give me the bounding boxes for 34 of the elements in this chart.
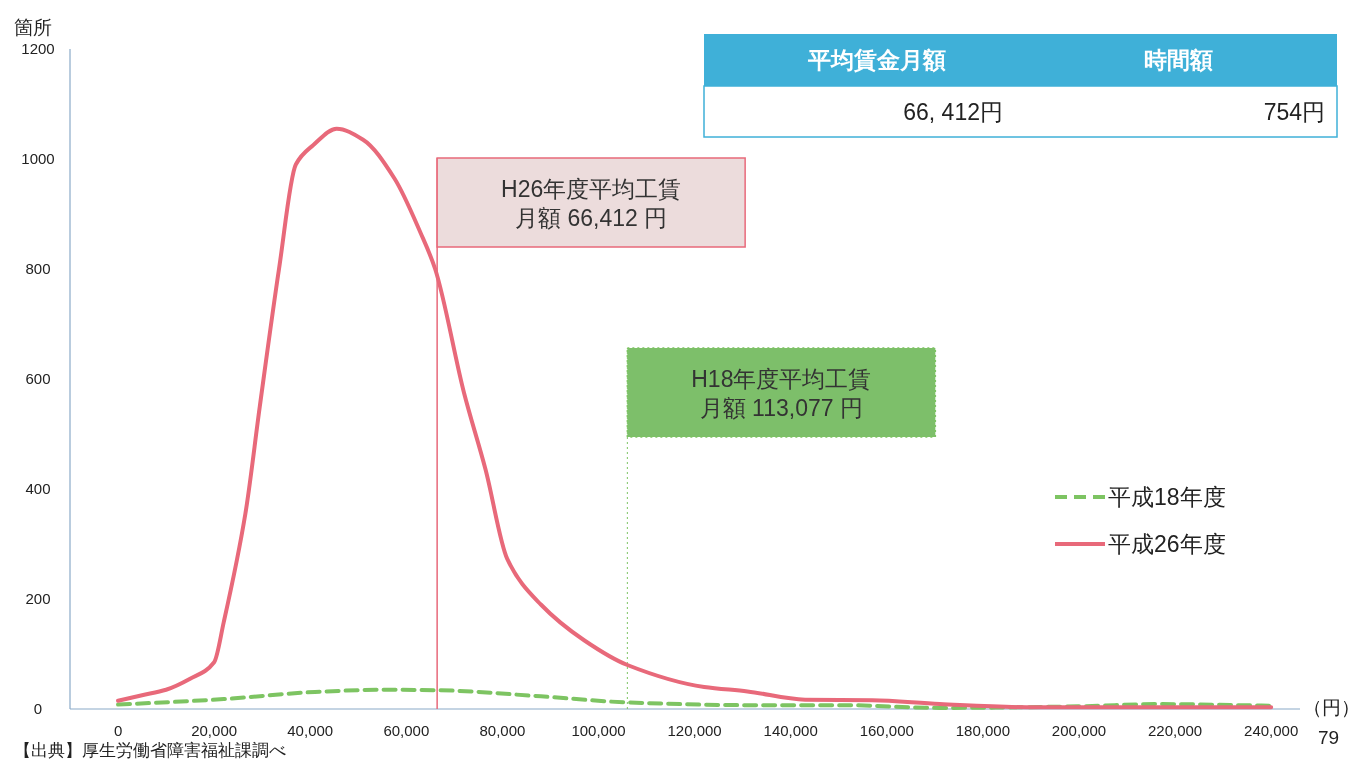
- y-tick-label: 1200: [21, 40, 55, 57]
- x-tick-label: 180,000: [955, 722, 1011, 739]
- annotation: 平均賃金月額: [807, 47, 946, 73]
- x-tick-label: 220,000: [1147, 722, 1203, 739]
- x-tick-label: 140,000: [763, 722, 818, 739]
- x-tick-label: 60,000: [383, 722, 430, 739]
- y-tick-label: 800: [25, 260, 51, 277]
- y-tick-label: 1000: [21, 150, 55, 167]
- annotation: H26年度平均工賃: [501, 175, 682, 202]
- legend-label: 平成26年度: [1108, 531, 1226, 557]
- x-tick-label: 200,000: [1051, 722, 1107, 739]
- y-tick-label: 0: [33, 700, 43, 717]
- annotation: H18年度平均工賃: [691, 365, 872, 392]
- annotation: 月額 66,412 円: [515, 204, 668, 231]
- y-tick-label: 400: [25, 480, 51, 497]
- x-tick-label: 0: [113, 722, 123, 739]
- annotation: 754円: [1263, 99, 1325, 125]
- y-tick-label: 200: [25, 590, 51, 607]
- x-tick-label: 100,000: [571, 722, 626, 739]
- x-tick-label: 120,000: [667, 722, 722, 739]
- annotation: 月額 113,077 円: [699, 394, 863, 421]
- legend-label: 平成18年度: [1108, 484, 1226, 510]
- x-tick-label: 20,000: [191, 722, 238, 739]
- y-tick-label: 600: [25, 370, 51, 387]
- text: 79: [1318, 727, 1340, 748]
- annotation: 時間額: [1143, 47, 1213, 73]
- x-tick-label: 240,000: [1244, 722, 1299, 739]
- x-axis-title: （円）: [1303, 697, 1357, 718]
- annotation: 66, 412円: [903, 99, 1003, 125]
- x-tick-label: 80,000: [479, 722, 526, 739]
- y-axis-title: 箇所: [14, 17, 52, 38]
- text: 【出典】厚生労働省障害福祉課調べ: [14, 741, 286, 760]
- x-tick-label: 160,000: [859, 722, 914, 739]
- x-tick-label: 40,000: [287, 722, 334, 739]
